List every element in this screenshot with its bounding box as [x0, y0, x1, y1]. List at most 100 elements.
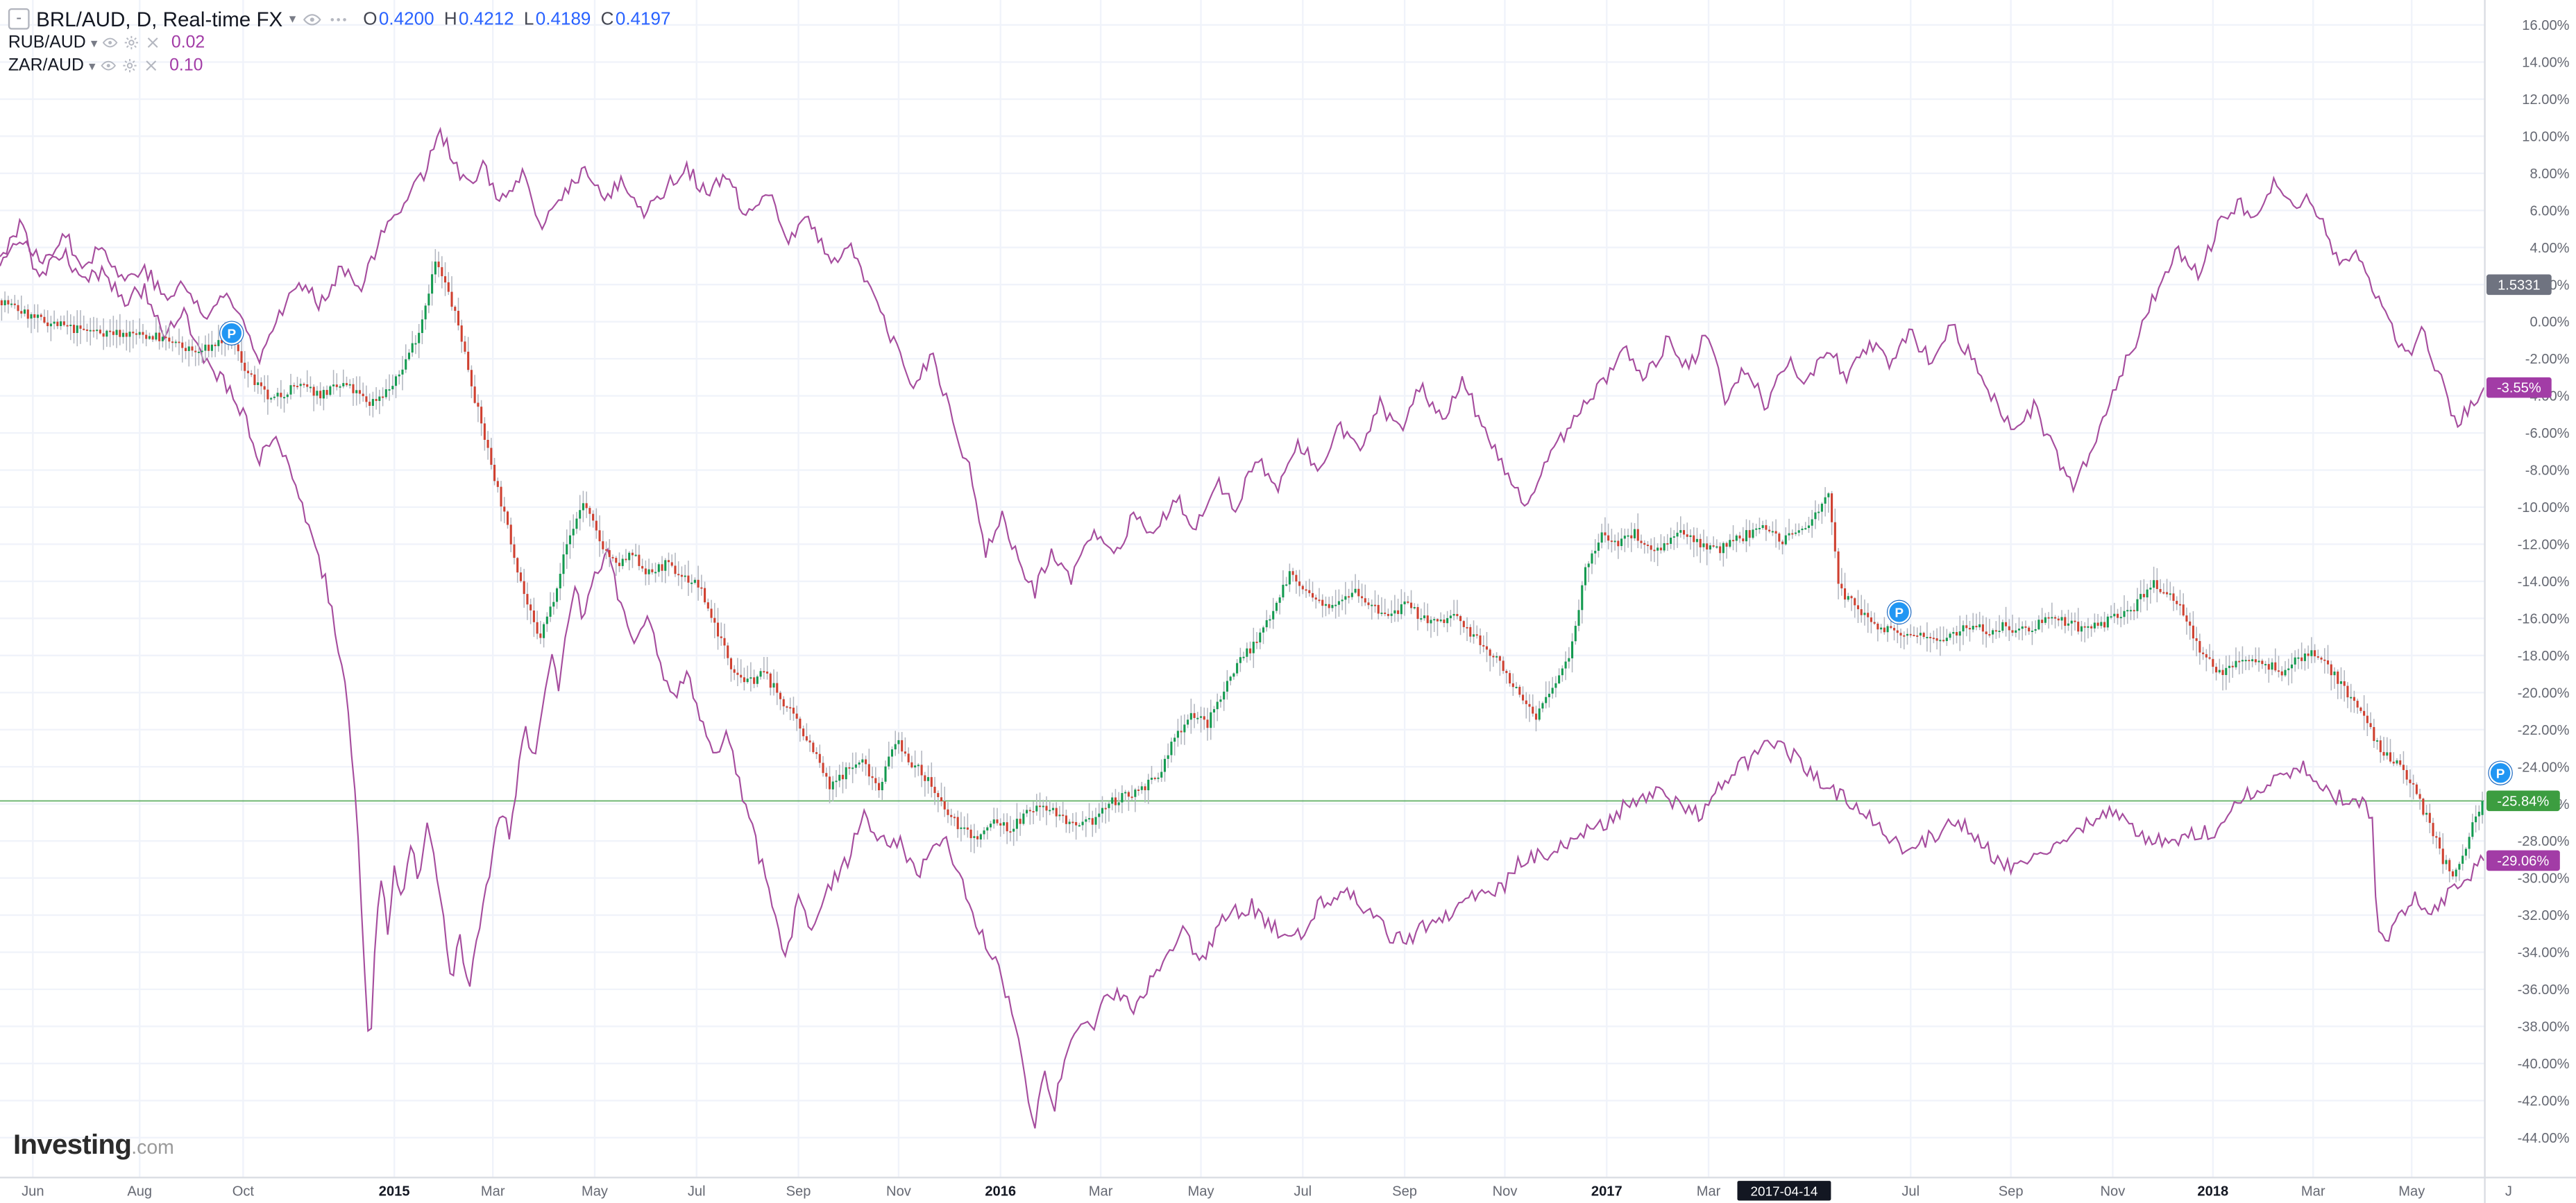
svg-text:-25.84%: -25.84%	[2497, 794, 2549, 810]
chevron-down-icon[interactable]: ▾	[89, 58, 96, 74]
legend-panel: - BRL/AUD, D, Real-time FX ▾ O 0.4200 H 0.…	[8, 6, 671, 77]
pin-marker[interactable]: P	[2489, 761, 2512, 785]
svg-text:2017: 2017	[1591, 1184, 1622, 1199]
svg-text:Sep: Sep	[1392, 1184, 1417, 1199]
logo-text: Investing	[12, 1129, 132, 1161]
svg-text:Sep: Sep	[1999, 1184, 2024, 1199]
eye-icon[interactable]	[303, 9, 322, 28]
svg-text:May: May	[1188, 1184, 1215, 1199]
svg-text:Nov: Nov	[2101, 1184, 2126, 1199]
pin-marker[interactable]: P	[1888, 600, 1911, 624]
svg-text:-29.06%: -29.06%	[2497, 854, 2549, 869]
svg-text:-40.00%: -40.00%	[2518, 1057, 2570, 1072]
svg-text:-8.00%: -8.00%	[2525, 463, 2570, 479]
compare-symbol-zar[interactable]: ZAR/AUD	[8, 56, 84, 76]
svg-text:May: May	[582, 1184, 609, 1199]
svg-text:Aug: Aug	[127, 1184, 152, 1199]
price-axis[interactable]: 16.00%14.00%12.00%10.00%8.00%6.00%4.00%2…	[2518, 18, 2570, 1146]
compare-row-zar: ZAR/AUD ▾ 0.10	[8, 54, 671, 77]
svg-text:-20.00%: -20.00%	[2518, 685, 2570, 701]
svg-text:Sep: Sep	[786, 1184, 811, 1199]
svg-text:-30.00%: -30.00%	[2518, 871, 2570, 887]
svg-text:8.00%: 8.00%	[2530, 167, 2569, 182]
svg-text:Jul: Jul	[1901, 1184, 1920, 1199]
axis-badge	[2486, 850, 2560, 871]
collapse-legend-button[interactable]: -	[8, 8, 30, 30]
axis-badge	[2486, 377, 2552, 398]
svg-text:-12.00%: -12.00%	[2518, 538, 2570, 553]
svg-text:-14.00%: -14.00%	[2518, 574, 2570, 590]
svg-text:10.00%: 10.00%	[2522, 129, 2569, 144]
more-options-icon[interactable]	[329, 9, 348, 28]
compare-value-rub: 0.02	[171, 33, 205, 53]
svg-text:-24.00%: -24.00%	[2518, 760, 2570, 775]
svg-text:1.5331: 1.5331	[2498, 278, 2541, 293]
chevron-down-icon[interactable]: ▾	[90, 35, 98, 51]
eye-icon[interactable]	[102, 35, 119, 51]
svg-text:Mar: Mar	[481, 1184, 505, 1199]
svg-text:Nov: Nov	[1493, 1184, 1518, 1199]
close-icon[interactable]	[143, 58, 160, 74]
selected-date-tag[interactable]	[1737, 1181, 1831, 1201]
symbol-title[interactable]: BRL/AUD, D, Real-time FX	[36, 7, 283, 31]
axis-badges: 1.5331 -3.55% -25.84% -29.06%	[2486, 274, 2560, 871]
svg-text:-42.00%: -42.00%	[2518, 1093, 2570, 1109]
svg-text:-32.00%: -32.00%	[2518, 908, 2570, 923]
compare-row-rub: RUB/AUD ▾ 0.02	[8, 31, 671, 54]
svg-text:-10.00%: -10.00%	[2518, 500, 2570, 515]
svg-text:6.00%: 6.00%	[2530, 203, 2569, 219]
axis-badge	[2486, 274, 2552, 296]
main-symbol-row: - BRL/AUD, D, Real-time FX ▾ O 0.4200 H 0.…	[8, 6, 671, 31]
svg-text:0.00%: 0.00%	[2530, 315, 2569, 330]
svg-text:-28.00%: -28.00%	[2518, 834, 2570, 849]
svg-text:2018: 2018	[2197, 1184, 2228, 1199]
svg-text:J: J	[2505, 1184, 2512, 1199]
low-value: 0.4189	[535, 9, 591, 29]
svg-text:Jul: Jul	[1294, 1184, 1312, 1199]
compare-symbol-rub[interactable]: RUB/AUD	[8, 33, 86, 53]
logo-suffix-text: .com	[131, 1136, 174, 1159]
svg-text:-18.00%: -18.00%	[2518, 649, 2570, 664]
svg-text:Jun: Jun	[22, 1184, 44, 1199]
svg-text:16.00%: 16.00%	[2522, 18, 2569, 33]
svg-text:Nov: Nov	[886, 1184, 911, 1199]
investing-logo[interactable]: Investing .com	[13, 1129, 174, 1162]
svg-text:14.00%: 14.00%	[2522, 56, 2569, 71]
svg-text:May: May	[2398, 1184, 2425, 1199]
close-value: 0.4197	[615, 9, 671, 29]
compare-line-zar-aud[interactable]	[0, 126, 2484, 599]
svg-text:-6.00%: -6.00%	[2525, 426, 2570, 441]
open-label: O	[363, 9, 378, 29]
compare-value-zar: 0.10	[169, 56, 203, 76]
compare-line-rub-aud[interactable]	[0, 240, 2484, 1129]
pin-marker[interactable]: P	[220, 321, 244, 345]
settings-icon[interactable]	[124, 35, 140, 51]
high-label: H	[443, 9, 457, 29]
svg-text:12.00%: 12.00%	[2522, 92, 2569, 108]
close-label: C	[600, 9, 614, 29]
svg-text:-22.00%: -22.00%	[2518, 723, 2570, 738]
svg-text:Mar: Mar	[1089, 1184, 1113, 1199]
svg-text:4.00%: 4.00%	[2530, 241, 2569, 256]
svg-text:2017-04-14: 2017-04-14	[1751, 1184, 1818, 1199]
svg-text:2015: 2015	[379, 1184, 410, 1199]
svg-text:-44.00%: -44.00%	[2518, 1131, 2570, 1146]
open-value: 0.4200	[378, 9, 434, 29]
svg-text:2016: 2016	[985, 1184, 1016, 1199]
ohlc-readout: O 0.4200 H 0.4212 L 0.4189 C 0.4197	[363, 9, 670, 28]
candlestick-series[interactable]	[0, 249, 2484, 882]
close-icon[interactable]	[145, 35, 162, 51]
eye-icon[interactable]	[101, 58, 117, 74]
axis-badge	[2486, 790, 2560, 812]
chevron-down-icon[interactable]: ▾	[289, 11, 296, 26]
svg-text:Jul: Jul	[688, 1184, 706, 1199]
svg-text:Mar: Mar	[2301, 1184, 2325, 1199]
svg-text:Oct: Oct	[232, 1184, 255, 1199]
settings-icon[interactable]	[121, 58, 138, 74]
svg-text:Mar: Mar	[1697, 1184, 1721, 1199]
time-axis[interactable]: Jun Aug Oct 2015 Mar May Jul Sep Nov 2016 Mar May Ju…	[22, 1181, 2512, 1201]
svg-text:-38.00%: -38.00%	[2518, 1020, 2570, 1035]
